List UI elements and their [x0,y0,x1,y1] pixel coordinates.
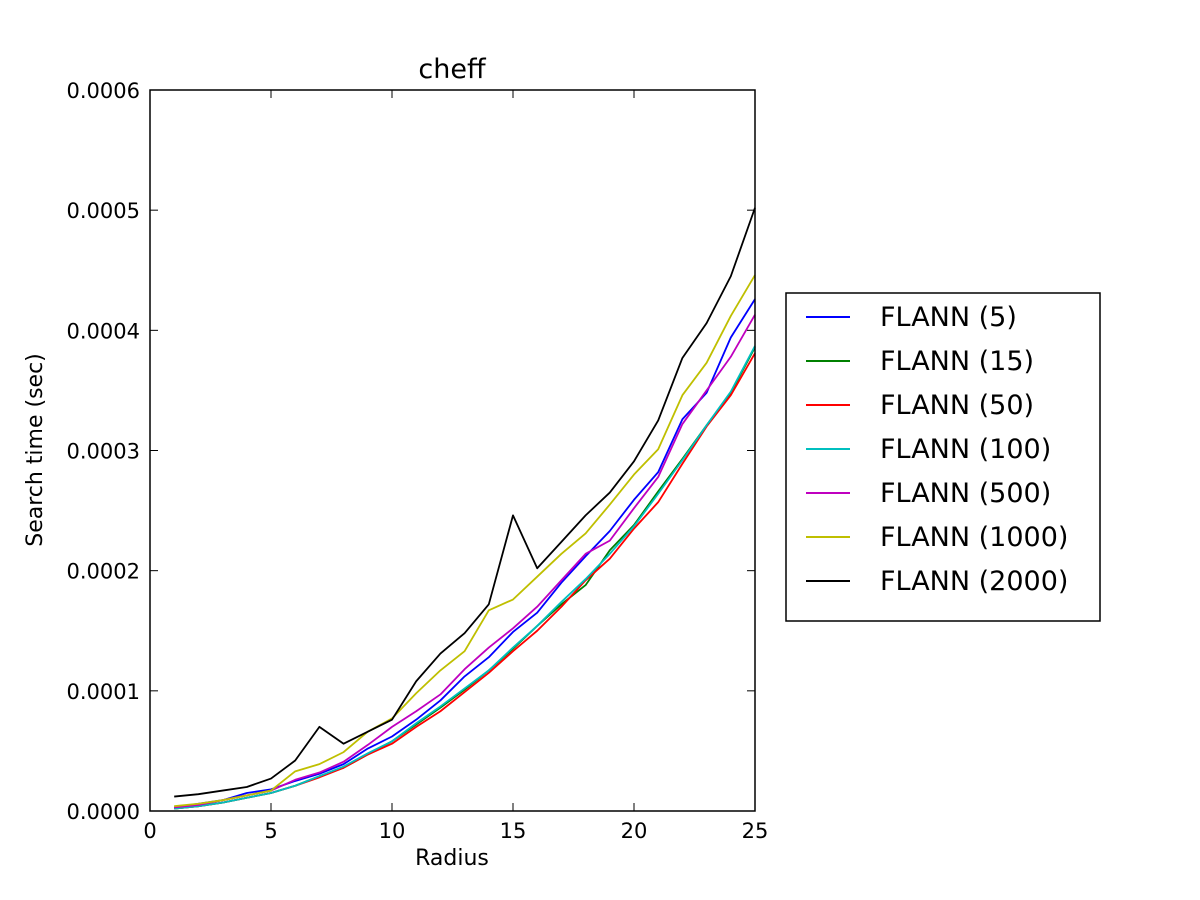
x-tick-label: 5 [264,819,277,843]
series-line [174,274,756,808]
x-axis-label: Radius [415,846,489,871]
legend: FLANN (5) FLANN (15) FLANN (50) FLANN (100)… [785,292,1101,622]
x-tick-label: 10 [379,819,406,843]
x-axis: 0 5 10 15 20 25 [143,90,768,843]
legend-label: FLANN (50) [880,390,1034,421]
series-line [174,207,756,798]
series-line [174,346,756,810]
legend-label: FLANN (15) [880,346,1034,377]
y-tick-label: 0.0006 [67,79,140,103]
y-tick-label: 0.0001 [67,680,140,704]
legend-box [785,292,1101,622]
x-tick-label: 20 [621,819,648,843]
x-tick-label: 25 [742,819,769,843]
y-tick-label: 0.0002 [67,560,140,584]
legend-label: FLANN (100) [880,434,1051,465]
y-tick-label: 0.0003 [67,440,140,464]
y-axis: 0.0000 0.0001 0.0002 0.0003 0.0004 0.0005 0.00… [67,79,755,824]
plot-frame [149,89,756,812]
series-line [174,352,756,810]
y-tick-label: 0.0000 [67,800,140,824]
series-line [174,298,756,809]
legend-label: FLANN (1000) [880,522,1068,553]
legend-label: FLANN (500) [880,478,1051,509]
y-tick-label: 0.0004 [67,319,140,343]
x-tick-label: 0 [143,819,156,843]
chart-title: cheff [418,54,487,85]
y-tick-label: 0.0005 [67,199,140,223]
legend-label: FLANN (5) [880,302,1017,333]
series-line [174,345,756,810]
x-tick-label: 15 [500,819,527,843]
legend-label: FLANN (2000) [880,566,1068,597]
series-lines [174,207,756,810]
series-line [174,314,756,809]
y-axis-label: Search time (sec) [23,353,48,547]
